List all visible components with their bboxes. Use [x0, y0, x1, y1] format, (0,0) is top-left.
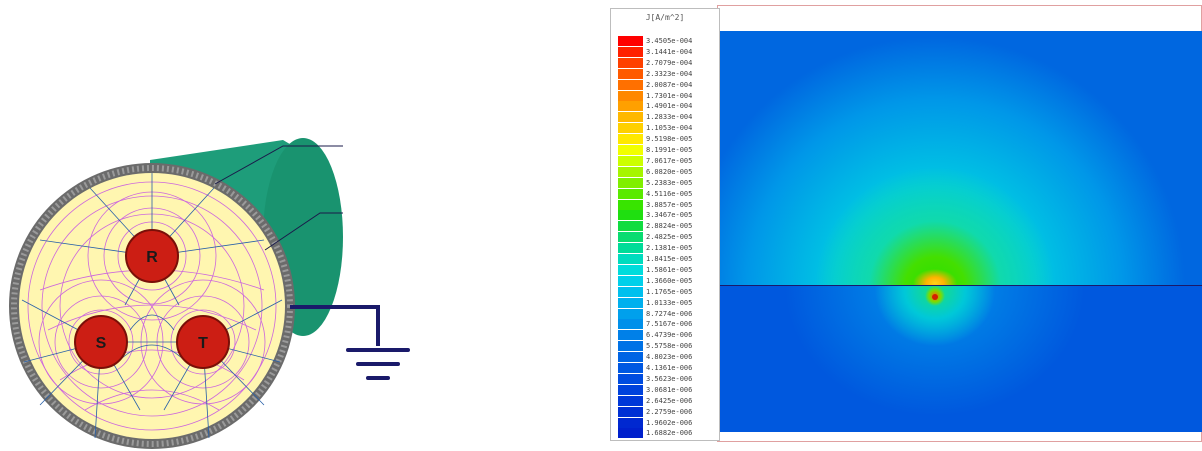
ground-icon [346, 348, 410, 380]
legend-swatch [618, 221, 643, 232]
legend-swatch [618, 395, 643, 406]
legend-swatch [618, 286, 643, 297]
legend-value-label: 1.6882e-006 [646, 429, 693, 438]
legend-value-label: 1.1765e-005 [646, 287, 693, 296]
conductor-label-r: R [146, 249, 158, 266]
legend-value-label: 5.5758e-006 [646, 342, 693, 351]
legend-value-label: 1.5861e-005 [646, 265, 693, 274]
legend-swatch [618, 308, 643, 319]
legend-swatch [618, 199, 643, 210]
legend-title: J[A/m^2] [645, 13, 685, 22]
legend-value-label: 1.0133e-005 [646, 298, 693, 307]
legend-value-label: 2.3323e-004 [646, 69, 693, 78]
legend-value-label: 1.7301e-004 [646, 91, 693, 100]
legend-swatch [618, 177, 643, 188]
leader-line-armor [214, 145, 343, 185]
legend-value-label: 1.2833e-004 [646, 113, 693, 122]
legend-swatch [618, 101, 643, 112]
legend-swatch [618, 330, 643, 341]
legend-swatch [618, 155, 643, 166]
legend-value-label: 3.5623e-006 [646, 374, 693, 383]
insulation-fill [19, 173, 285, 439]
legend-value-label: 1.3660e-005 [646, 276, 693, 285]
cable-cross-section-diagram: R S T [9, 138, 410, 449]
legend-swatch [618, 297, 643, 308]
legend-swatch [618, 384, 643, 395]
legend-swatch [618, 112, 643, 123]
legend-value-label: 1.4901e-004 [646, 102, 693, 111]
legend-swatch [618, 428, 643, 439]
color-legend: J[A/m^2] 3.4505e-004 3.1441e-004 2.7079e-0… [610, 8, 720, 441]
legend-value-label: 7.5167e-006 [646, 320, 693, 329]
conductor-label-t: T [198, 335, 208, 352]
legend-value-label: 2.1381e-005 [646, 244, 693, 253]
leader-line-insulation [264, 212, 343, 251]
legend-value-label: 3.3467e-005 [646, 211, 693, 220]
conductor-label-s: S [96, 335, 107, 352]
legend-swatch [618, 352, 643, 363]
conductor-t: T [176, 315, 230, 369]
legend-value-label: 3.8857e-005 [646, 200, 693, 209]
legend-swatch [618, 90, 643, 101]
current-density-field-plot: J[A/m^2] 3.4505e-004 3.1441e-004 2.7079e-0… [597, 5, 1202, 446]
legend-swatch [618, 79, 643, 90]
legend-value-label: 2.8824e-005 [646, 222, 693, 231]
conductor-s: S [74, 315, 128, 369]
legend-value-label: 8.1991e-005 [646, 146, 693, 154]
legend-value-label: 2.2759e-006 [646, 407, 693, 416]
legend-swatch [618, 166, 643, 177]
legend-swatch [618, 417, 643, 428]
legend-swatch [618, 243, 643, 254]
legend-swatch [618, 145, 643, 155]
legend-value-label: 1.8415e-005 [646, 255, 693, 263]
plot-area [718, 31, 1202, 432]
legend-value-label: 1.9602e-006 [646, 418, 693, 427]
legend-swatch [618, 36, 643, 46]
legend-swatch [618, 46, 643, 57]
legend-value-label: 6.4739e-006 [646, 331, 693, 340]
ground-wire [290, 305, 380, 346]
legend-value-label: 3.1441e-004 [646, 47, 693, 56]
legend-value-label: 1.1053e-004 [646, 124, 693, 133]
legend-value-label: 3.4505e-004 [646, 37, 693, 45]
legend-value-label: 6.0820e-005 [646, 167, 693, 176]
legend-swatch [618, 57, 643, 68]
legend-value-label: 4.8023e-006 [646, 353, 693, 362]
legend-value-label: 2.7079e-004 [646, 58, 693, 67]
legend-swatch [618, 373, 643, 384]
legend-swatch [618, 264, 643, 275]
legend-value-label: 7.0617e-005 [646, 156, 693, 165]
legend-swatch [618, 210, 643, 221]
legend-swatch [618, 123, 643, 134]
legend-swatch [618, 319, 643, 330]
legend-value-label: 2.6425e-006 [646, 396, 693, 405]
legend-swatch [618, 275, 643, 286]
legend-value-label: 2.4825e-005 [646, 233, 693, 242]
legend-swatch [618, 134, 643, 145]
legend-value-label: 5.2383e-005 [646, 178, 693, 187]
legend-swatch [618, 254, 643, 264]
legend-value-label: 4.5116e-005 [646, 189, 693, 198]
field-region-lower [718, 286, 1202, 432]
region-boundary-line [718, 285, 1202, 286]
legend-value-label: 4.1361e-006 [646, 364, 693, 372]
legend-value-label: 2.0087e-004 [646, 80, 693, 89]
legend-swatch [618, 363, 643, 373]
conductor-point [932, 294, 938, 300]
legend-value-label: 3.0681e-006 [646, 385, 693, 394]
legend-swatch [618, 188, 643, 199]
legend-swatch [618, 68, 643, 79]
legend-value-label: 9.5198e-005 [646, 135, 693, 144]
field-region-upper [718, 31, 1202, 286]
conductor-r: R [125, 229, 179, 283]
legend-swatch [618, 232, 643, 243]
legend-swatch [618, 341, 643, 352]
legend-swatch [618, 406, 643, 417]
legend-value-label: 8.7274e-006 [646, 309, 693, 318]
